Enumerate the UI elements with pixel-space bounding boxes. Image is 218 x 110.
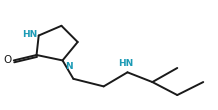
Text: N: N (65, 62, 73, 71)
Text: O: O (3, 55, 11, 65)
Text: HN: HN (22, 30, 37, 39)
Text: HN: HN (118, 59, 133, 68)
